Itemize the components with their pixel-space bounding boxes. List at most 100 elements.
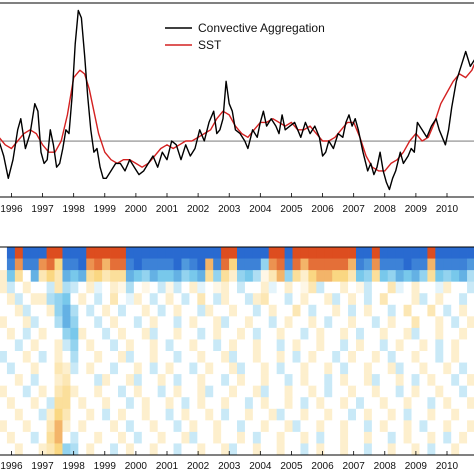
heatmap-cell: [133, 327, 143, 340]
heatmap-cell: [22, 443, 32, 456]
heatmap-cell: [197, 304, 206, 317]
heatmap-cell: [221, 304, 230, 317]
heatmap-cell: [149, 408, 159, 421]
heatmap-cell: [411, 362, 420, 375]
heatmap-cell: [78, 397, 87, 410]
heatmap-cell: [30, 304, 40, 317]
heatmap-cell: [252, 420, 262, 433]
heatmap-cell: [0, 258, 8, 271]
heatmap-cell: [141, 385, 151, 398]
heatmap-cell: [173, 443, 182, 456]
heatmap-cell: [363, 247, 373, 259]
heatmap-cell: [260, 247, 270, 259]
heatmap-cell: [125, 270, 135, 283]
heatmap-cell: [133, 443, 143, 456]
heatmap-cell: [221, 374, 230, 387]
heatmap-cell: [308, 385, 317, 398]
x-tick-label-2008: 2008: [374, 204, 397, 215]
heatmap-cell: [451, 316, 460, 329]
heatmap-cell: [276, 397, 285, 410]
heatmap-cell: [451, 258, 460, 271]
heatmap-cell: [197, 408, 206, 421]
heatmap-cell: [284, 385, 293, 398]
heatmap-cell: [451, 362, 460, 375]
heatmap-cell: [102, 304, 111, 317]
heatmap-cell: [86, 397, 95, 410]
heatmap-cell: [252, 374, 262, 387]
heatmap-cell: [86, 281, 95, 294]
heatmap-cell: [356, 304, 365, 317]
heatmap-cell: [229, 316, 238, 329]
heatmap-cell: [427, 270, 436, 283]
heatmap-cell: [149, 351, 159, 363]
heatmap-cell: [419, 431, 428, 444]
heatmap-cell: [284, 408, 293, 421]
heatmap-cell: [340, 397, 349, 410]
heatmap-cell: [94, 362, 103, 375]
heatmap-cell: [276, 270, 285, 283]
heatmap-cell: [0, 270, 8, 283]
heatmap-cell: [244, 420, 254, 433]
heatmap-cell: [205, 258, 214, 271]
heatmap-cell: [22, 327, 32, 340]
heatmap-cell: [118, 408, 127, 421]
heatmap-cell: [435, 385, 444, 398]
heatmap-cell: [316, 385, 325, 398]
heatmap-cell: [292, 339, 301, 352]
heatmap-cell: [292, 420, 301, 433]
heatmap-cell: [340, 281, 349, 294]
heatmap-cell: [0, 408, 8, 421]
heatmap-cell: [244, 431, 254, 444]
heatmap-cell: [244, 385, 254, 398]
heatmap-cell: [260, 293, 270, 306]
heatmap-cell: [260, 420, 270, 433]
heatmap-cell: [62, 304, 71, 317]
heatmap-cell: [149, 339, 159, 352]
heatmap-cell: [86, 408, 95, 421]
heatmap-cell: [411, 431, 420, 444]
heatmap-cell: [229, 247, 238, 259]
heatmap-cell: [38, 327, 47, 340]
heatmap-cell: [237, 339, 246, 352]
heatmap-cell: [22, 431, 32, 444]
heatmap-cell: [0, 420, 8, 433]
heatmap-cell: [157, 374, 166, 387]
heatmap-cell: [181, 351, 190, 363]
heatmap-cell: [125, 420, 135, 433]
heatmap-cell: [189, 316, 198, 329]
heatmap-cell: [197, 362, 206, 375]
x-tick-label-2004: 2004: [249, 204, 272, 215]
heatmap-cell: [141, 374, 151, 387]
heatmap-cell: [387, 351, 397, 363]
heatmap-cell: [94, 408, 103, 421]
heatmap-cell: [86, 304, 95, 317]
heatmap-cell: [229, 443, 238, 456]
legend: Convective Aggregation SST: [158, 18, 338, 56]
heatmap-cell: [379, 339, 389, 352]
heatmap-cell: [443, 385, 452, 398]
heatmap-cell: [316, 327, 325, 340]
heatmap-cell: [427, 316, 436, 329]
heatmap-cell: [403, 408, 412, 421]
heatmap-cell: [403, 281, 412, 294]
heatmap-cell: [46, 316, 55, 329]
heatmap-cell: [165, 316, 174, 329]
heatmap-cell: [213, 397, 222, 410]
heatmap-cell: [14, 293, 24, 306]
heatmap-cell: [221, 431, 230, 444]
heatmap-cell: [427, 385, 436, 398]
heatmap-cell: [276, 247, 285, 259]
heatmap-cell: [181, 293, 190, 306]
heatmap-cell: [189, 431, 198, 444]
heatmap-cell: [348, 327, 357, 340]
heatmap-cell: [110, 351, 119, 363]
heatmap-cell: [340, 420, 349, 433]
heatmap-cell: [276, 339, 285, 352]
heatmap-cell: [149, 293, 159, 306]
heatmap-cell: [332, 385, 341, 398]
heatmap-cell: [332, 362, 341, 375]
heatmap-cell: [181, 385, 190, 398]
heatmap-cell: [165, 385, 174, 398]
heatmap-cell: [387, 293, 397, 306]
heatmap-cell: [133, 351, 143, 363]
